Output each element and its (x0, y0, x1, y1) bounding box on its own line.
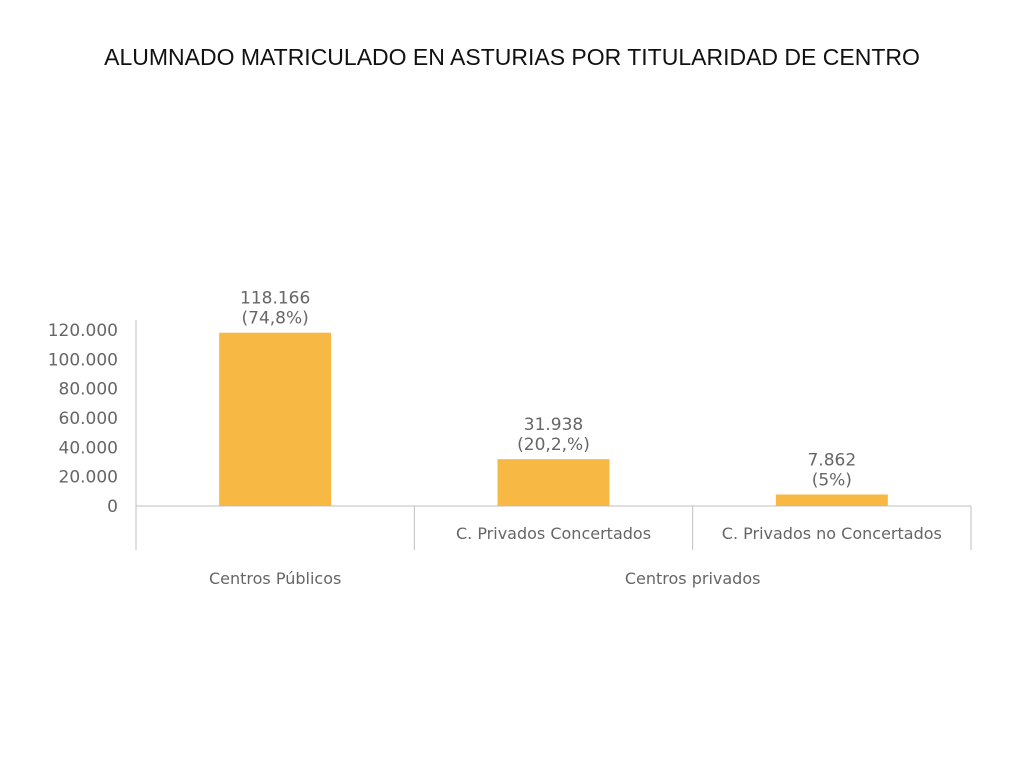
bar-percent-label: (20,2,%) (517, 435, 590, 455)
bar-percent-label: (5%) (812, 470, 852, 490)
group-label: Centros Públicos (209, 569, 341, 588)
y-tick-label: 40.000 (59, 438, 118, 458)
bar (497, 459, 610, 506)
category-label: C. Privados no Concertados (722, 524, 942, 543)
y-tick-label: 0 (107, 497, 118, 517)
group-label: Centros privados (625, 569, 761, 588)
y-tick-label: 60.000 (59, 409, 118, 429)
bar (219, 332, 332, 506)
bar-value-label: 7.862 (807, 450, 856, 470)
y-tick-label: 20.000 (59, 468, 118, 488)
bar (775, 494, 888, 506)
y-tick-label: 100.000 (48, 350, 118, 370)
y-tick-label: 80.000 (59, 380, 118, 400)
y-tick-label: 120.000 (48, 321, 118, 341)
bar-value-label: 31.938 (524, 415, 583, 435)
category-label: C. Privados Concertados (456, 524, 651, 543)
bar-value-label: 118.166 (240, 289, 310, 309)
page-title: ALUMNADO MATRICULADO EN ASTURIAS POR TIT… (104, 44, 920, 70)
bar-percent-label: (74,8%) (242, 309, 309, 329)
